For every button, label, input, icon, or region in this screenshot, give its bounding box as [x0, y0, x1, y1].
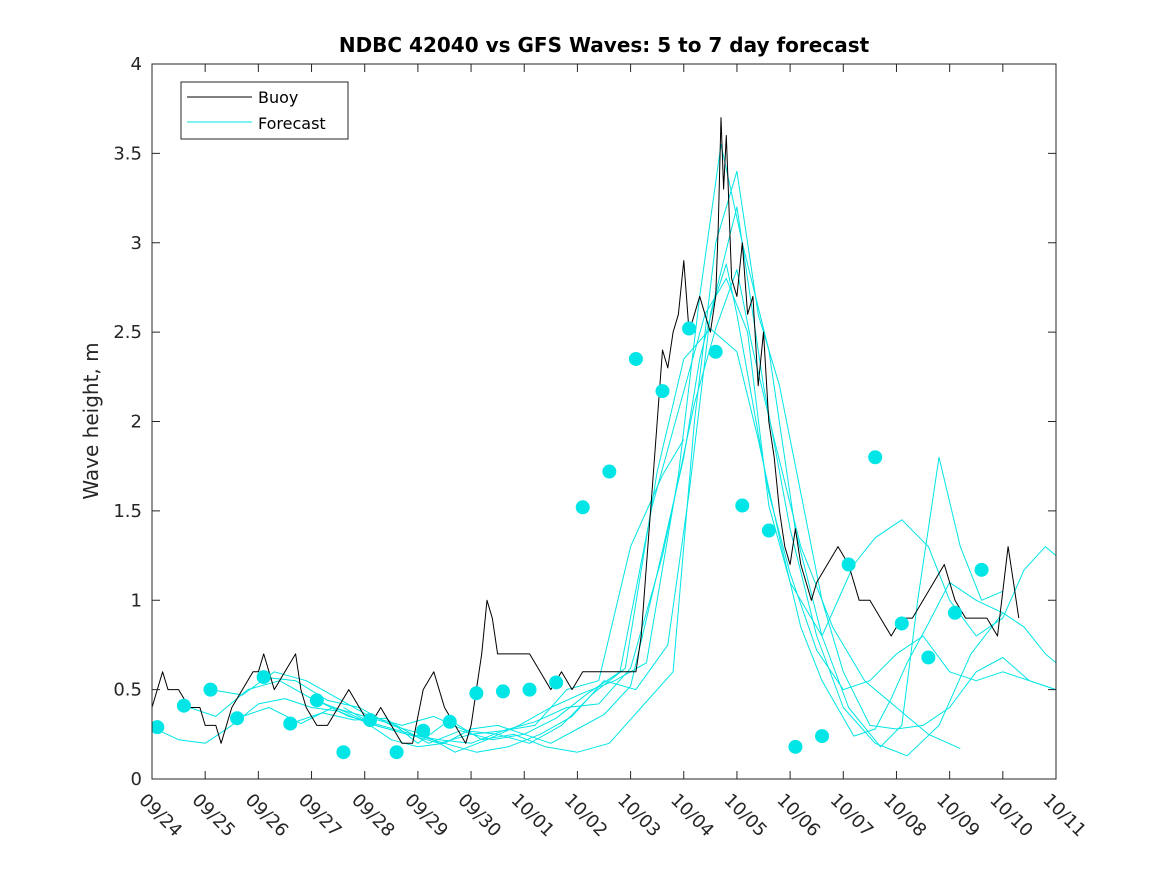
forecast-marker	[203, 682, 218, 697]
forecast-marker	[868, 450, 883, 465]
y-axis: 0 0.5 1 1.5 2 2.5 3 3.5 4	[113, 54, 1056, 790]
forecast-series-line	[343, 439, 685, 744]
forecast-marker	[761, 523, 776, 538]
forecast-series-line	[290, 170, 1056, 753]
forecast-series-line	[316, 206, 1004, 757]
y-tick-label: 4	[131, 54, 142, 75]
y-tick-label: 1	[131, 590, 142, 611]
forecast-marker	[495, 684, 510, 699]
y-axis-label: Wave height, m	[79, 342, 103, 499]
forecast-marker	[230, 711, 245, 726]
forecast-series-line	[152, 263, 1056, 748]
y-tick-label: 3.5	[113, 143, 142, 164]
forecast-marker	[841, 557, 856, 572]
y-tick-label: 0.5	[113, 680, 142, 701]
forecast-marker	[628, 351, 643, 366]
forecast-marker	[682, 321, 697, 336]
forecast-marker	[921, 650, 936, 665]
legend-box	[180, 81, 349, 140]
forecast-marker	[815, 729, 830, 744]
legend-buoy-label: Buoy	[258, 88, 298, 107]
forecast-marker	[735, 498, 750, 513]
forecast-marker	[389, 745, 404, 760]
forecast-marker	[283, 716, 298, 731]
legend-forecast-label: Forecast	[258, 114, 326, 133]
forecast-marker	[176, 698, 191, 713]
forecast-marker	[947, 605, 962, 620]
forecast-marker	[336, 745, 351, 760]
y-tick-label: 2	[131, 412, 142, 433]
forecast-marker	[522, 682, 537, 697]
forecast-marker	[256, 670, 271, 685]
chart-title: NDBC 42040 vs GFS Waves: 5 to 7 day fore…	[339, 33, 870, 57]
forecast-marker	[894, 616, 909, 631]
y-tick-label: 0	[131, 769, 142, 790]
forecast-marker	[655, 384, 670, 399]
forecast-series-line	[263, 143, 1003, 753]
forecast-marker	[309, 693, 324, 708]
forecast-marker	[152, 720, 165, 735]
y-tick-label: 1.5	[113, 501, 142, 522]
forecast-marker	[974, 562, 989, 577]
forecast-marker	[363, 713, 378, 728]
buoy-series-line	[152, 117, 1020, 744]
y-tick-label: 2.5	[113, 322, 142, 343]
forecast-marker	[416, 723, 431, 738]
forecast-marker	[442, 714, 457, 729]
legend: Buoy Forecast	[180, 81, 349, 140]
forecast-marker	[788, 739, 803, 754]
forecast-marker	[708, 344, 723, 359]
marker-layer	[152, 321, 989, 760]
forecast-marker	[549, 675, 564, 690]
forecast-marker	[469, 686, 484, 701]
forecast-marker	[575, 500, 590, 515]
y-tick-label: 3	[131, 233, 142, 254]
forecast-marker	[602, 464, 617, 479]
